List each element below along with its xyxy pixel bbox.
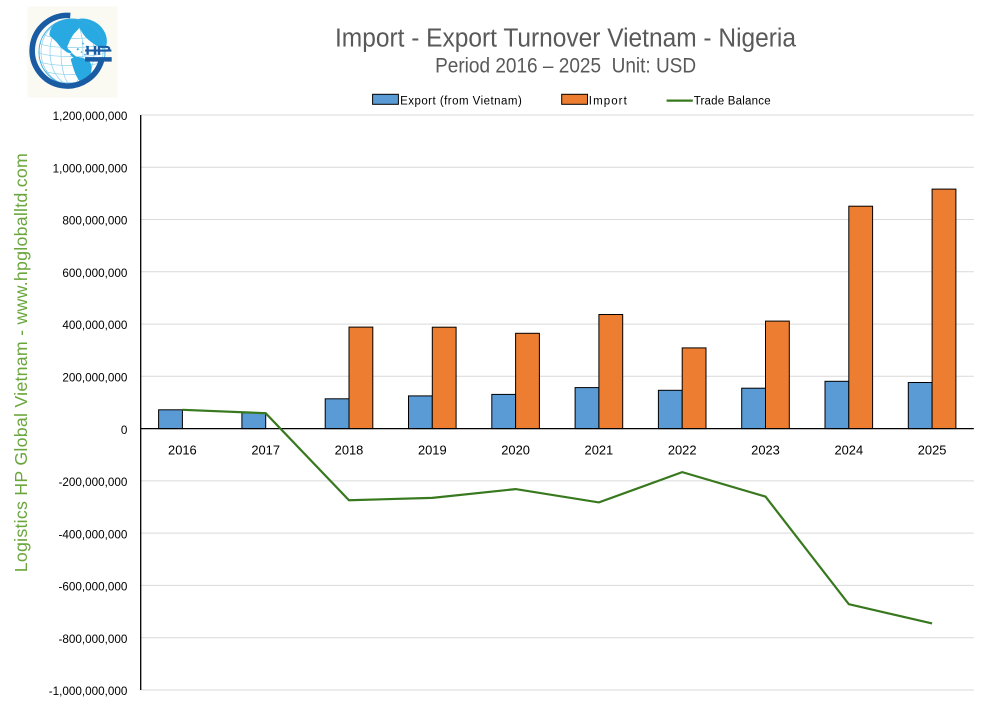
svg-text:200,000,000: 200,000,000 bbox=[62, 372, 127, 385]
svg-text:Trade Balance: Trade Balance bbox=[694, 95, 771, 107]
svg-text:-200,000,000: -200,000,000 bbox=[59, 476, 128, 489]
svg-text:-400,000,000: -400,000,000 bbox=[59, 528, 128, 541]
svg-text:Import - Export Turnover Vietn: Import - Export Turnover Vietnam - Niger… bbox=[335, 23, 796, 53]
svg-text:0: 0 bbox=[121, 424, 128, 437]
svg-text:800,000,000: 800,000,000 bbox=[62, 215, 127, 228]
svg-text:2016: 2016 bbox=[168, 443, 197, 458]
svg-text:400,000,000: 400,000,000 bbox=[62, 319, 127, 332]
svg-text:Period 2016 – 2025 Unit: USD: Period 2016 – 2025 Unit: USD bbox=[435, 54, 696, 78]
svg-text:-600,000,000: -600,000,000 bbox=[59, 581, 128, 594]
svg-text:-1,000,000,000: -1,000,000,000 bbox=[49, 685, 128, 698]
svg-text:1,200,000,000: 1,200,000,000 bbox=[53, 110, 128, 123]
svg-text:2020: 2020 bbox=[501, 443, 530, 458]
svg-text:2023: 2023 bbox=[751, 443, 780, 458]
svg-text:2022: 2022 bbox=[668, 443, 697, 458]
svg-text:2017: 2017 bbox=[251, 443, 280, 458]
svg-text:2025: 2025 bbox=[918, 443, 947, 458]
svg-text:Export (from Vietnam): Export (from Vietnam) bbox=[400, 95, 522, 107]
svg-text:2018: 2018 bbox=[335, 443, 364, 458]
svg-text:Import: Import bbox=[589, 95, 628, 107]
svg-text:1,000,000,000: 1,000,000,000 bbox=[53, 162, 128, 175]
svg-text:600,000,000: 600,000,000 bbox=[62, 267, 127, 280]
svg-text:2024: 2024 bbox=[834, 443, 863, 458]
svg-text:2021: 2021 bbox=[585, 443, 614, 458]
svg-text:-800,000,000: -800,000,000 bbox=[59, 633, 128, 646]
svg-text:Logistics HP Global Vietnam -: Logistics HP Global Vietnam - www.hpglob… bbox=[11, 153, 31, 572]
svg-text:2019: 2019 bbox=[418, 443, 447, 458]
